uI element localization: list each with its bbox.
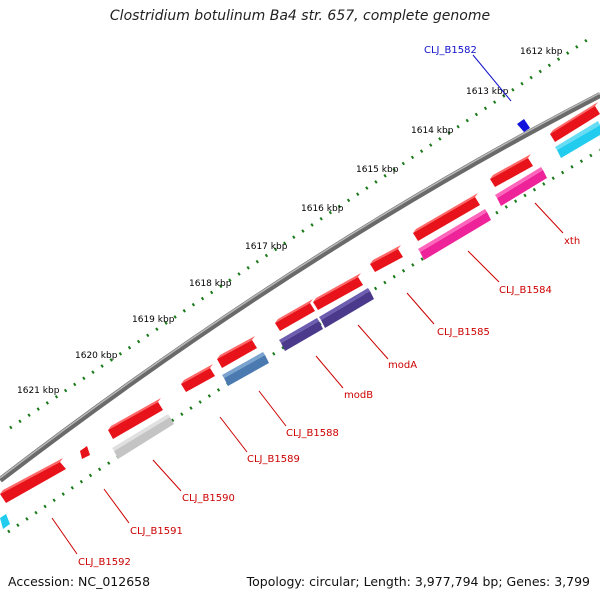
ruler-label: 1618 kbp	[189, 279, 232, 289]
leader-lines	[51, 54, 564, 555]
gene-arrow	[80, 446, 90, 459]
ruler-labels: 1612 kbp 1613 kbp 1614 kbp 1615 kbp 1616…	[17, 47, 563, 396]
gene-arrow	[0, 462, 66, 503]
leader-line	[103, 488, 130, 524]
map-title: Clostridium botulinum Ba4 str. 657, comp…	[109, 8, 491, 24]
ruler-label: 1615 kbp	[356, 165, 399, 175]
leader-line	[219, 416, 248, 453]
leader-line	[534, 202, 564, 234]
gene-labels: CLJ_B1582 xth CLJ_B1584 CLJ_B1585 modA m…	[78, 45, 580, 568]
gene-bar	[114, 417, 174, 459]
ruler-label: 1619 kbp	[132, 315, 175, 325]
ruler-label: 1613 kbp	[466, 87, 509, 97]
gene-arrow	[181, 368, 215, 392]
gene-bar	[420, 212, 491, 260]
leader-line	[258, 390, 287, 427]
gene-bar	[555, 121, 600, 150]
gene-arrow	[550, 106, 600, 142]
gene-bar	[497, 170, 547, 206]
forward-genes	[0, 102, 600, 503]
gene-bar	[281, 321, 323, 351]
ruler-label: 1620 kbp	[75, 351, 118, 361]
gene-arrow	[313, 277, 363, 310]
gene-marker-blue	[517, 119, 530, 132]
gene-arrow	[108, 398, 161, 430]
gene-bar	[557, 125, 600, 158]
gene-arrow	[413, 193, 478, 233]
gene-bar	[495, 167, 543, 198]
gene-bar	[222, 352, 265, 378]
ruler-label: 1614 kbp	[411, 126, 454, 136]
secondary-genes	[0, 121, 600, 529]
genome-summary-text: Topology: circular; Length: 3,977,794 bp…	[246, 574, 590, 589]
gene-bar	[112, 414, 170, 451]
gene-arrow	[370, 249, 403, 272]
gene-bar	[0, 514, 10, 529]
gene-label: CLJ_B1589	[247, 454, 300, 465]
gene-label: CLJ_B1588	[286, 428, 339, 439]
gene-label: CLJ_B1582	[424, 45, 477, 56]
ruler-label: 1617 kbp	[245, 242, 288, 252]
leader-line	[472, 54, 512, 102]
ruler-label: 1612 kbp	[520, 47, 563, 57]
leader-line	[406, 292, 435, 325]
gene-label: xth	[564, 236, 580, 247]
gene-bar	[224, 355, 269, 386]
leader-line	[467, 250, 500, 283]
leader-line	[51, 517, 78, 555]
gene-label: CLJ_B1590	[182, 493, 235, 504]
gene-arrow	[413, 197, 480, 241]
gene-label: CLJ_B1591	[130, 526, 183, 537]
gene-label: CLJ_B1584	[499, 285, 552, 296]
gene-arrow	[550, 102, 598, 134]
gene-arrow	[275, 303, 315, 331]
leader-line	[315, 355, 344, 389]
gene-bar	[321, 291, 374, 328]
accession-text: Accession: NC_012658	[8, 574, 151, 589]
gene-arrow	[275, 299, 313, 323]
gene-arrow	[313, 273, 361, 302]
genome-backbone	[0, 92, 600, 483]
gene-label: CLJ_B1585	[437, 327, 490, 338]
leader-line	[357, 324, 389, 360]
gene-arrow	[490, 158, 533, 187]
gene-arrow	[217, 336, 255, 359]
gene-arrow	[370, 245, 401, 264]
ruler-label: 1616 kbp	[301, 204, 344, 214]
gene-arrow	[108, 402, 163, 439]
gene-bar	[279, 318, 319, 343]
gene-label: modA	[388, 360, 417, 371]
gene-arrow	[490, 154, 531, 179]
gene-label: CLJ_B1592	[78, 557, 131, 568]
gene-arrow	[217, 340, 257, 368]
gene-label: modB	[344, 390, 373, 401]
gene-bar	[319, 288, 370, 320]
gene-bar	[418, 209, 487, 252]
gene-arrow	[181, 364, 213, 384]
leader-line	[152, 459, 182, 492]
ruler-label: 1621 kbp	[17, 386, 60, 396]
gene-arrow	[0, 458, 63, 494]
